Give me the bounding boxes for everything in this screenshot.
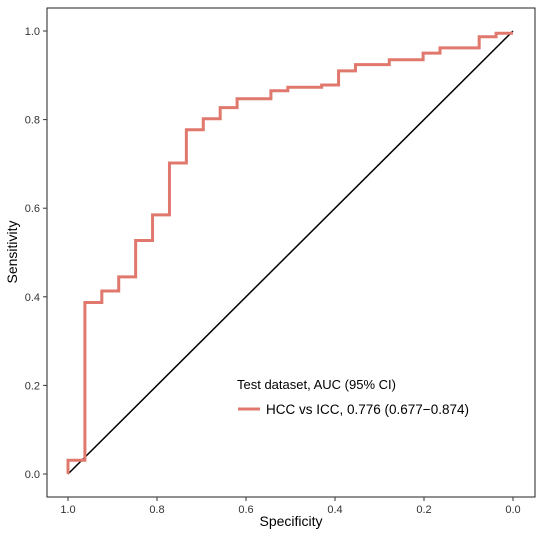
y-axis-ticks: 0.0 0.2 0.4 0.6 0.8 1.0 — [25, 26, 47, 481]
y-tick-label: 0.8 — [25, 115, 40, 127]
x-tick-label: 1.0 — [60, 504, 75, 516]
x-tick-label: 0.2 — [416, 504, 431, 516]
y-tick-label: 0.6 — [25, 203, 40, 215]
x-tick-label: 0.8 — [149, 504, 164, 516]
x-tick-label: 0.6 — [238, 504, 253, 516]
legend: Test dataset, AUC (95% CI) HCC vs ICC, 0… — [237, 377, 469, 417]
y-tick-label: 0.0 — [25, 469, 40, 481]
plot-panel-border — [46, 7, 536, 498]
x-axis-ticks: 1.0 0.8 0.6 0.4 0.2 0.0 — [60, 497, 521, 516]
legend-title: Test dataset, AUC (95% CI) — [237, 377, 396, 392]
legend-series-label: HCC vs ICC, 0.776 (0.677−0.874) — [266, 402, 469, 417]
x-tick-label: 0.4 — [327, 504, 342, 516]
roc-curve-series — [66, 31, 513, 474]
y-tick-label: 0.4 — [25, 292, 40, 304]
reference-diagonal-line — [67, 30, 514, 475]
y-tick-label: 1.0 — [25, 26, 40, 38]
x-axis-title: Specificity — [259, 513, 322, 529]
x-tick-label: 0.0 — [505, 504, 520, 516]
y-tick-label: 0.2 — [25, 380, 40, 392]
y-axis-title: Sensitivity — [4, 220, 20, 283]
